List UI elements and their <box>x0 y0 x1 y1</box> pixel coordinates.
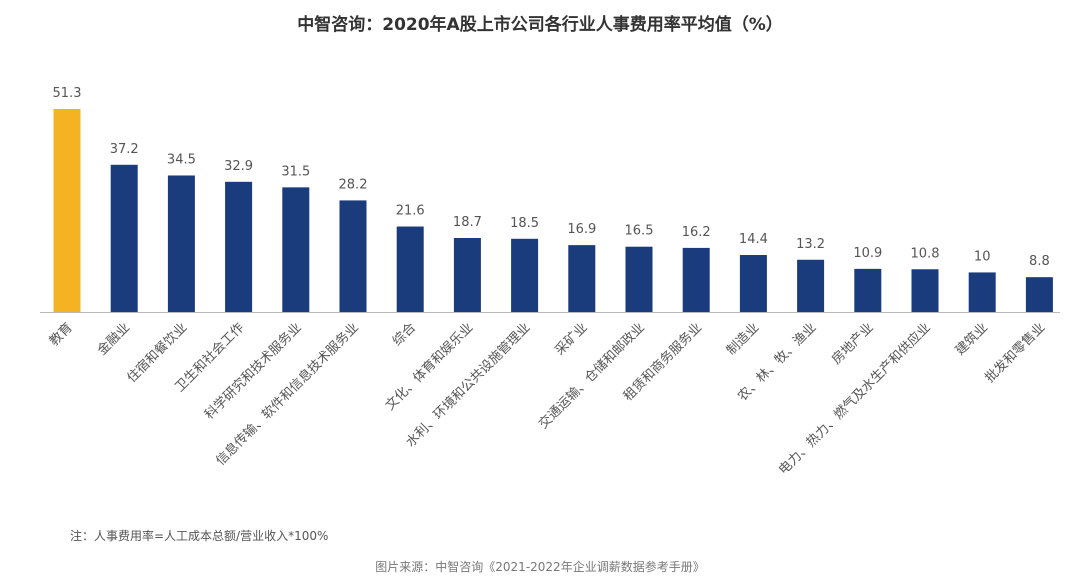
chart-source: 图片来源：中智咨询《2021-2022年企业调薪数据参考手册》 <box>375 560 705 574</box>
bar-5 <box>339 200 367 312</box>
bar-16 <box>968 272 996 312</box>
value-label-2: 34.5 <box>167 152 196 167</box>
category-label-12: 制造业 <box>724 320 762 358</box>
category-label-14: 房地产业 <box>829 320 877 368</box>
bar-11 <box>682 247 710 312</box>
category-label-16: 建筑业 <box>952 320 991 359</box>
category-label-9: 采矿业 <box>552 320 590 358</box>
category-label-6: 综合 <box>390 320 419 349</box>
category-label-10: 交通运输、仓储和邮政业 <box>535 320 647 432</box>
bar-13 <box>797 259 825 312</box>
value-label-10: 16.5 <box>625 224 654 239</box>
bar-2 <box>167 175 195 312</box>
value-label-8: 18.5 <box>510 216 539 231</box>
bar-6 <box>396 226 424 312</box>
value-label-1: 37.2 <box>110 142 139 157</box>
value-label-9: 16.9 <box>567 222 596 237</box>
bar-10 <box>625 246 653 312</box>
value-label-16: 10 <box>974 249 991 264</box>
value-label-15: 10.8 <box>911 246 940 261</box>
category-label-4: 科学研究和技术服务业 <box>201 320 304 423</box>
value-label-3: 32.9 <box>224 159 253 174</box>
value-label-11: 16.2 <box>682 225 711 240</box>
chart-note: 注：人事费用率=人工成本总额/营业收入*100% <box>70 529 329 543</box>
value-label-5: 28.2 <box>339 177 368 192</box>
bar-8 <box>511 238 539 312</box>
bar-14 <box>854 268 882 312</box>
bar-0 <box>53 109 81 312</box>
category-label-17: 批发和零售业 <box>982 320 1048 386</box>
value-label-17: 8.8 <box>1029 254 1050 269</box>
value-label-12: 14.4 <box>739 232 768 247</box>
bar-4 <box>282 187 310 312</box>
value-label-14: 10.9 <box>853 246 882 261</box>
category-label-8: 水利、环境和公共设施管理业 <box>403 320 533 450</box>
bar-1 <box>110 164 138 312</box>
value-label-13: 13.2 <box>796 237 825 252</box>
chart-title: 中智咨询：2020年A股上市公司各行业人事费用率平均值（%） <box>297 15 783 35</box>
value-label-7: 18.7 <box>453 215 482 230</box>
bar-17 <box>1025 277 1053 312</box>
bar-12 <box>739 255 767 312</box>
category-label-1: 金融业 <box>94 320 133 359</box>
bar-9 <box>568 245 596 312</box>
bar-3 <box>225 181 253 312</box>
bar-15 <box>911 269 939 312</box>
category-label-0: 教育 <box>46 320 76 350</box>
value-label-4: 31.5 <box>281 164 310 179</box>
value-label-0: 51.3 <box>53 86 82 101</box>
bar-7 <box>453 238 481 312</box>
value-label-6: 21.6 <box>396 204 425 219</box>
